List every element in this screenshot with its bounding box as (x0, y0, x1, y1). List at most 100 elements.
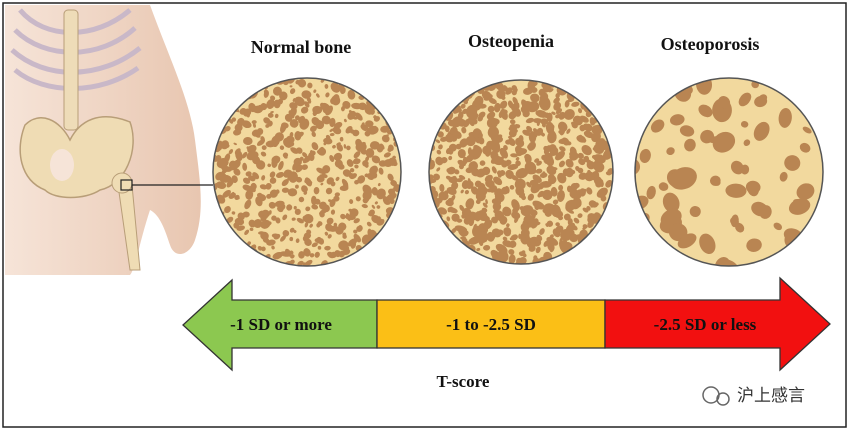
pore (452, 130, 462, 139)
pore (299, 156, 304, 161)
pore (665, 271, 674, 281)
pore (468, 218, 475, 227)
pore (233, 159, 241, 169)
pore (284, 113, 293, 122)
pore (263, 90, 269, 98)
pore (365, 148, 375, 158)
pore (558, 80, 564, 83)
pore (567, 209, 575, 214)
pore (447, 259, 454, 264)
pore (267, 163, 272, 168)
pore (242, 177, 251, 184)
pore (237, 247, 246, 254)
pore (219, 229, 225, 237)
pore (384, 134, 389, 137)
pore (353, 151, 361, 159)
pore (484, 146, 492, 157)
pore (317, 245, 322, 250)
pore (799, 142, 811, 153)
pore (530, 93, 540, 103)
pore (420, 89, 428, 96)
pore (420, 123, 425, 128)
pore (490, 157, 498, 164)
pore (558, 111, 566, 120)
pore (216, 181, 227, 189)
pore (231, 211, 236, 215)
pore (581, 248, 587, 255)
pore (486, 260, 491, 264)
pore (429, 160, 436, 169)
pore (236, 225, 245, 231)
pore (244, 199, 252, 210)
pore (311, 142, 319, 151)
watermark: 沪上感言 (737, 386, 805, 406)
pore (213, 102, 220, 110)
pore (508, 254, 516, 264)
pore (577, 213, 583, 218)
pore (571, 252, 577, 258)
pore (444, 125, 450, 133)
pore (730, 160, 744, 175)
pore (445, 133, 454, 143)
pore (208, 83, 211, 86)
pore (327, 234, 332, 239)
pore (439, 184, 445, 192)
pore (777, 256, 789, 266)
pore (599, 245, 603, 252)
pore (268, 269, 272, 273)
pore (217, 96, 226, 104)
pore (635, 110, 646, 124)
pore (250, 182, 257, 190)
pore (334, 121, 343, 129)
pore (233, 129, 242, 136)
pore (381, 134, 390, 143)
pore (582, 227, 586, 230)
pore (295, 164, 304, 173)
pore (325, 105, 334, 116)
pore (429, 170, 430, 177)
pore (460, 189, 464, 194)
pore (796, 183, 815, 200)
pore (522, 87, 533, 95)
pore (511, 199, 520, 211)
pore (565, 167, 574, 178)
axis-label: T-score (437, 372, 490, 391)
pore (540, 118, 549, 125)
pore (610, 196, 613, 202)
pore (394, 78, 400, 82)
pore (528, 81, 538, 88)
pore (539, 228, 545, 235)
pore (508, 249, 515, 255)
pore (500, 156, 505, 160)
pore (558, 176, 565, 183)
pore (669, 114, 685, 126)
pore (544, 208, 553, 217)
pore (318, 238, 325, 245)
pore (343, 118, 347, 123)
pore (272, 86, 282, 96)
pore (388, 144, 394, 152)
pore (679, 125, 695, 137)
pore (400, 259, 401, 264)
pore (289, 119, 299, 128)
pore (388, 247, 394, 255)
pore (313, 186, 320, 195)
pore (387, 80, 397, 92)
pore (349, 168, 355, 173)
pore (456, 218, 463, 223)
pore (435, 263, 447, 264)
pore (603, 212, 613, 224)
pore (294, 96, 305, 107)
bone-cross-section (208, 78, 401, 273)
pore (635, 92, 646, 102)
pore (312, 111, 318, 116)
pore (571, 101, 580, 107)
pore (586, 245, 591, 251)
pore (245, 81, 251, 87)
pore (390, 117, 397, 124)
pore (440, 157, 448, 164)
pore (330, 264, 338, 266)
pore (393, 220, 399, 226)
pore (229, 166, 235, 171)
pore (753, 121, 770, 141)
